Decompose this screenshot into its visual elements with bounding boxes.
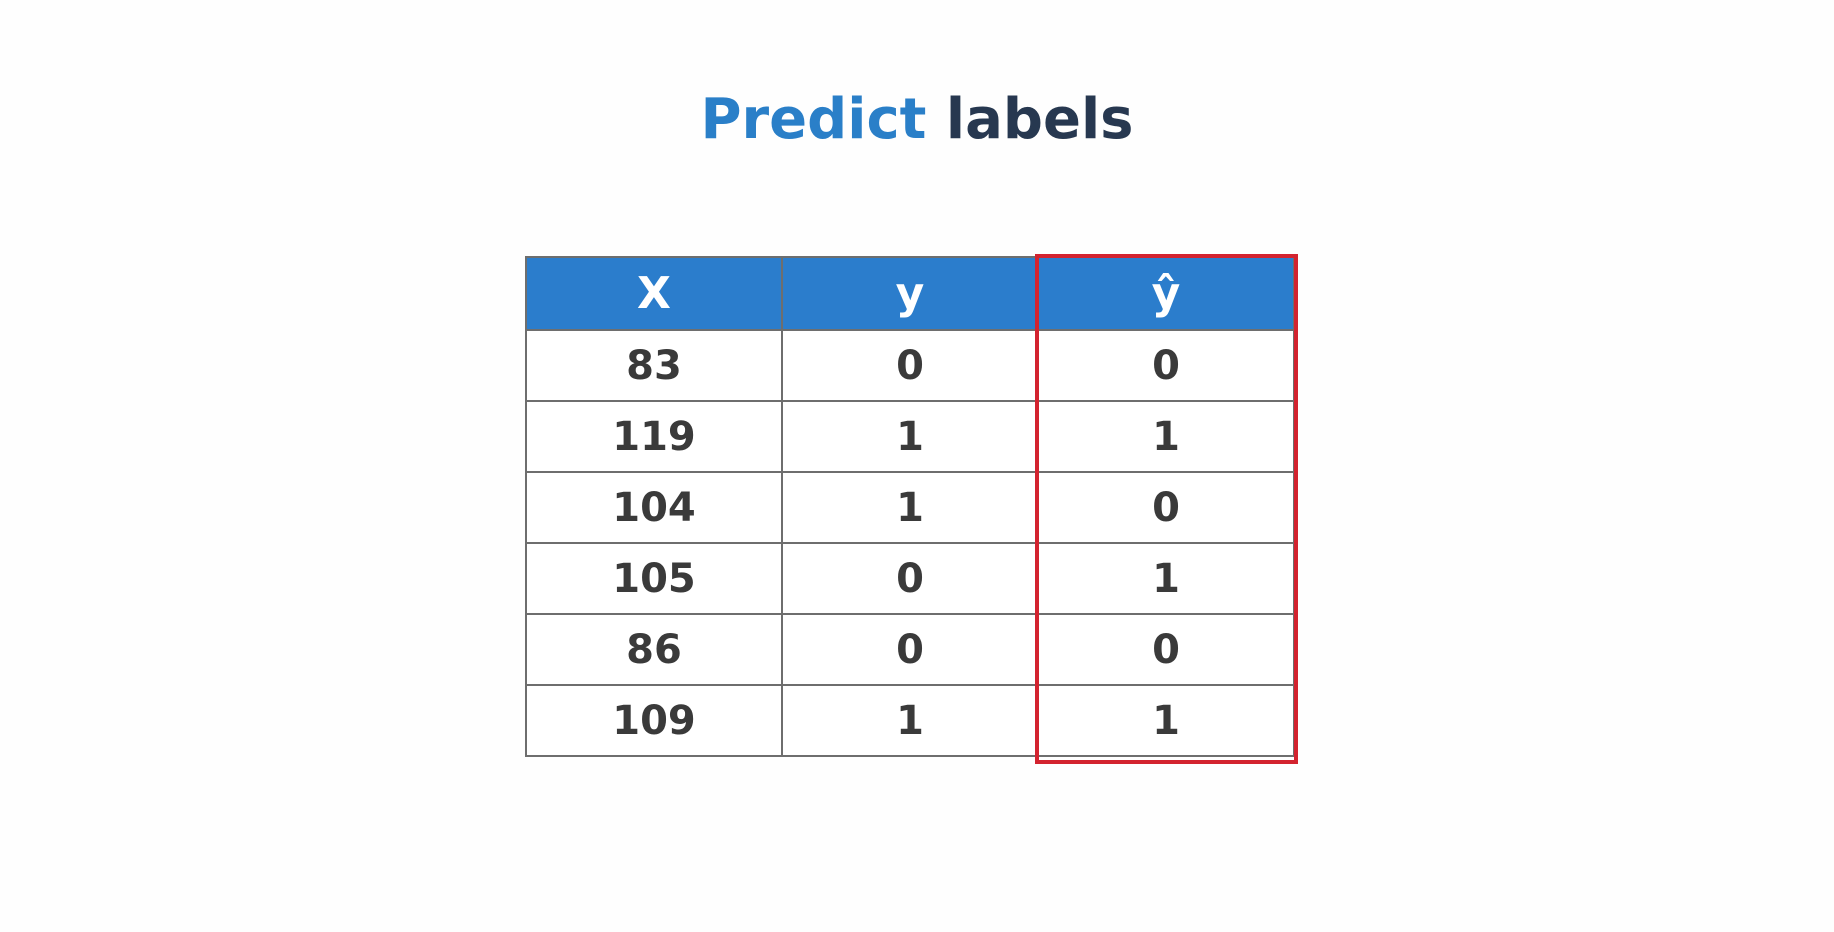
cell-y: 0: [781, 542, 1039, 615]
cell-x: 104: [525, 471, 783, 544]
header-y: y: [781, 256, 1039, 331]
header-y-hat: ŷ: [1037, 256, 1295, 331]
title-accent-word: Predict: [700, 87, 927, 152]
table-row: 109 1 1: [525, 684, 1295, 757]
table-row: 104 1 0: [525, 471, 1295, 544]
header-x: X: [525, 256, 783, 331]
cell-y: 0: [781, 329, 1039, 402]
cell-y-hat: 1: [1037, 400, 1295, 473]
prediction-table: X y ŷ 83 0 0 119 1 1 104 1 0 105: [525, 256, 1295, 757]
cell-y: 1: [781, 471, 1039, 544]
cell-x: 86: [525, 613, 783, 686]
cell-y-hat: 0: [1037, 329, 1295, 402]
table-row: 105 0 1: [525, 542, 1295, 615]
cell-y: 1: [781, 400, 1039, 473]
table-header-row: X y ŷ: [525, 256, 1295, 331]
cell-y-hat: 0: [1037, 613, 1295, 686]
table-row: 86 0 0: [525, 613, 1295, 686]
cell-y-hat: 1: [1037, 684, 1295, 757]
table-row: 83 0 0: [525, 329, 1295, 402]
cell-y-hat: 0: [1037, 471, 1295, 544]
cell-x: 105: [525, 542, 783, 615]
title-rest-word: labels: [945, 87, 1134, 152]
cell-x: 119: [525, 400, 783, 473]
cell-y-hat: 1: [1037, 542, 1295, 615]
cell-y: 0: [781, 613, 1039, 686]
table-row: 119 1 1: [525, 400, 1295, 473]
slide-title: Predict labels: [0, 86, 1834, 154]
cell-y: 1: [781, 684, 1039, 757]
cell-x: 83: [525, 329, 783, 402]
cell-x: 109: [525, 684, 783, 757]
